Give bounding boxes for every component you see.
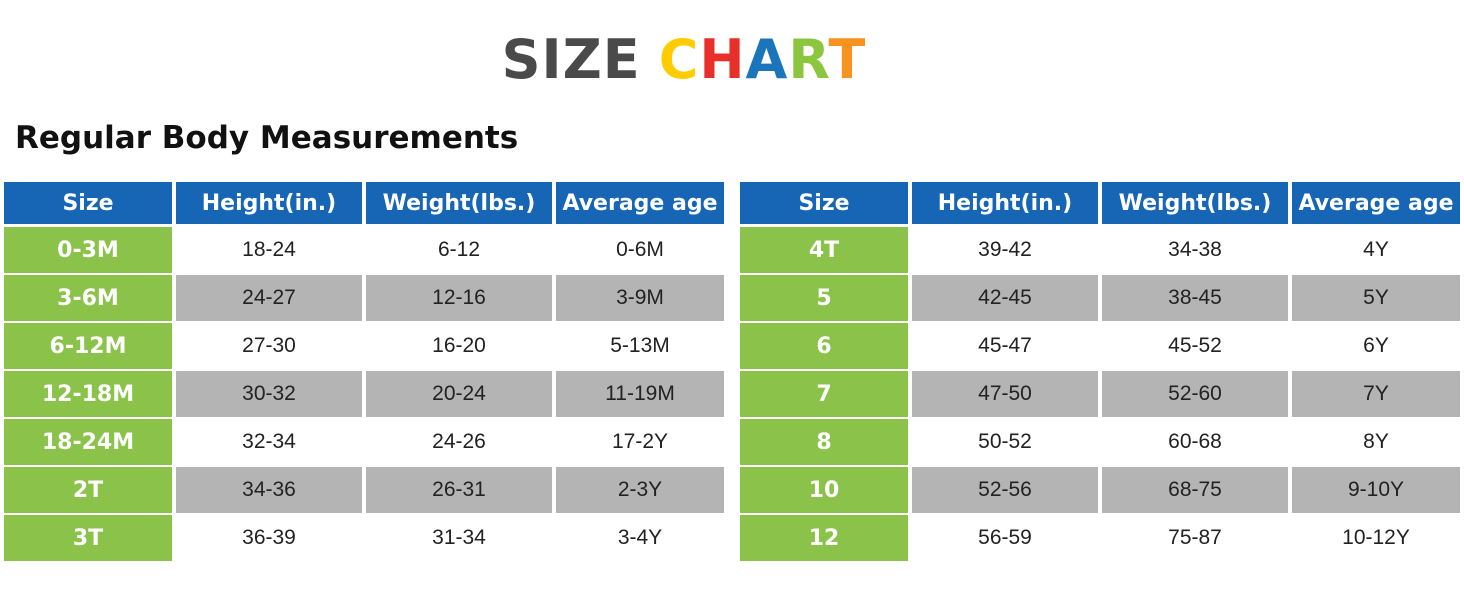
weight-cell: 6-12 <box>437 238 481 261</box>
height-cell: 30-32 <box>176 371 362 417</box>
section-subtitle: Regular Body Measurements <box>15 120 519 156</box>
height-cell: 42-45 <box>912 275 1098 321</box>
table-row: 2T 34-36 26-31 2-3Y <box>4 467 724 513</box>
column-header-weight: Weight(lbs.) <box>1102 182 1288 224</box>
table-row: 4T 39-42 34-38 4Y <box>740 227 1460 273</box>
height-cell: 52-56 <box>912 467 1098 513</box>
weight-cell: 31-34 <box>432 526 486 549</box>
weight-cell: 38-45 <box>1102 275 1288 321</box>
weight-cell: 60-68 <box>1168 430 1222 453</box>
height-cell: 27-30 <box>242 334 296 357</box>
size-label-cell: 5 <box>740 275 908 321</box>
size-label-cell: 2T <box>4 467 172 513</box>
age-cell: 4Y <box>1363 238 1389 261</box>
weight-cell: 24-26 <box>432 430 486 453</box>
age-cell: 17-2Y <box>611 430 669 453</box>
size-label-cell: 8 <box>740 419 908 465</box>
table-header-row: Size Height(in.) Weight(lbs.) Average age <box>4 182 724 224</box>
table-row: 5 42-45 38-45 5Y <box>740 275 1460 321</box>
title-letter: A <box>745 28 789 91</box>
weight-cell: 45-52 <box>1168 334 1222 357</box>
table-header-row: Size Height(in.) Weight(lbs.) Average age <box>740 182 1460 224</box>
height-cell: 24-27 <box>176 275 362 321</box>
age-cell: 7Y <box>1292 371 1460 417</box>
column-header-size: Size <box>740 182 908 224</box>
height-cell: 34-36 <box>176 467 362 513</box>
table-row: 12-18M 30-32 20-24 11-19M <box>4 371 724 417</box>
height-cell: 56-59 <box>978 526 1032 549</box>
age-cell: 5Y <box>1292 275 1460 321</box>
weight-cell: 20-24 <box>366 371 552 417</box>
table-row: 6-12M 27-30 16-20 5-13M <box>4 323 724 369</box>
weight-cell: 68-75 <box>1102 467 1288 513</box>
weight-cell: 34-38 <box>1168 238 1222 261</box>
height-cell: 39-42 <box>978 238 1032 261</box>
table-row: 3-6M 24-27 12-16 3-9M <box>4 275 724 321</box>
age-cell: 8Y <box>1363 430 1389 453</box>
column-header-age: Average age <box>1292 182 1460 224</box>
height-cell: 32-34 <box>242 430 296 453</box>
table-row: 6 45-47 45-52 6Y <box>740 323 1460 369</box>
age-cell: 3-9M <box>556 275 724 321</box>
age-cell: 9-10Y <box>1292 467 1460 513</box>
age-cell: 3-4Y <box>617 526 663 549</box>
weight-cell: 16-20 <box>432 334 486 357</box>
size-chart-title: SIZE CHART <box>0 28 1368 91</box>
size-label-cell: 12 <box>740 515 908 561</box>
age-cell: 5-13M <box>610 334 670 357</box>
age-cell: 11-19M <box>556 371 724 417</box>
column-header-height: Height(in.) <box>912 182 1098 224</box>
table-row: 8 50-52 60-68 8Y <box>740 419 1460 465</box>
size-label-cell: 0-3M <box>4 227 172 273</box>
column-header-age: Average age <box>556 182 724 224</box>
size-label-cell: 10 <box>740 467 908 513</box>
weight-cell: 26-31 <box>366 467 552 513</box>
table-row: 10 52-56 68-75 9-10Y <box>740 467 1460 513</box>
size-label-cell: 6-12M <box>4 323 172 369</box>
size-label-cell: 4T <box>740 227 908 273</box>
size-table-left: Size Height(in.) Weight(lbs.) Average age 0-… <box>4 182 724 563</box>
age-cell: 10-12Y <box>1342 526 1410 549</box>
table-row: 18-24M 32-34 24-26 17-2Y <box>4 419 724 465</box>
column-header-weight: Weight(lbs.) <box>366 182 552 224</box>
size-label-cell: 3T <box>4 515 172 561</box>
height-cell: 47-50 <box>912 371 1098 417</box>
height-cell: 18-24 <box>242 238 296 261</box>
title-letter: R <box>788 28 829 91</box>
table-row: 0-3M 18-24 6-12 0-6M <box>4 227 724 273</box>
size-label-cell: 18-24M <box>4 419 172 465</box>
table-row: 12 56-59 75-87 10-12Y <box>740 515 1460 561</box>
weight-cell: 52-60 <box>1102 371 1288 417</box>
title-letter: T <box>828 28 867 91</box>
title-letter: C <box>658 28 700 91</box>
weight-cell: 12-16 <box>366 275 552 321</box>
age-cell: 0-6M <box>616 238 664 261</box>
size-label-cell: 6 <box>740 323 908 369</box>
height-cell: 50-52 <box>978 430 1032 453</box>
column-header-height: Height(in.) <box>176 182 362 224</box>
column-header-size: Size <box>4 182 172 224</box>
size-label-cell: 7 <box>740 371 908 417</box>
size-table-right: Size Height(in.) Weight(lbs.) Average age 4T… <box>740 182 1460 563</box>
weight-cell: 75-87 <box>1168 526 1222 549</box>
size-label-cell: 12-18M <box>4 371 172 417</box>
table-row: 3T 36-39 31-34 3-4Y <box>4 515 724 561</box>
height-cell: 45-47 <box>978 334 1032 357</box>
size-label-cell: 3-6M <box>4 275 172 321</box>
title-size-word: SIZE <box>501 28 641 91</box>
height-cell: 36-39 <box>242 526 296 549</box>
title-letter: H <box>699 28 746 91</box>
age-cell: 6Y <box>1363 334 1389 357</box>
table-row: 7 47-50 52-60 7Y <box>740 371 1460 417</box>
age-cell: 2-3Y <box>556 467 724 513</box>
